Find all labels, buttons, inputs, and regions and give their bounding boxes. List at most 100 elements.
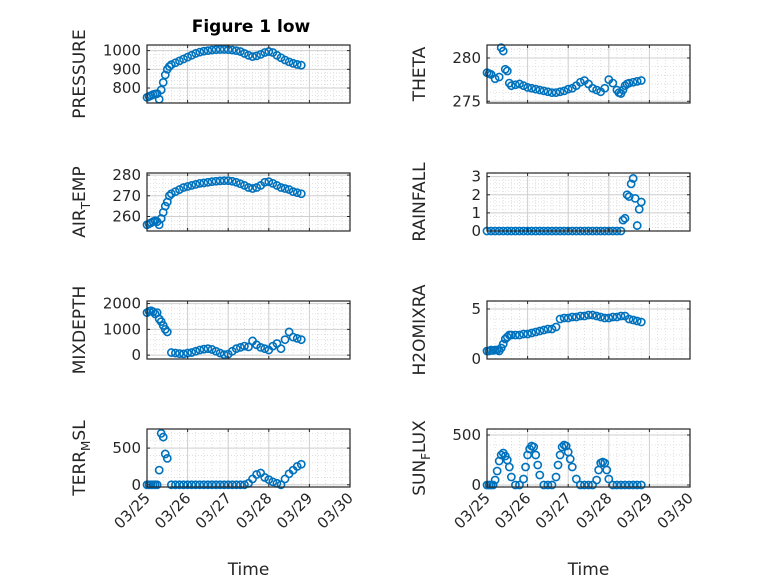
data-point [207,177,217,187]
data-point [215,348,225,358]
data-point [203,480,213,490]
data-point [563,84,573,94]
data-point [592,475,602,485]
data-point [547,88,557,98]
axes-frame [486,172,691,232]
data-point [211,45,221,55]
data-point [158,432,168,442]
data-point [535,326,545,336]
data-point [620,480,630,490]
data-point [199,178,209,188]
data-point [162,453,172,463]
data-point [264,177,274,187]
data-point [219,45,229,54]
data-point [628,77,638,87]
data-point [219,350,229,360]
data-point [588,310,597,320]
y-tick-label: 2 [471,186,481,204]
data-point [292,60,302,69]
axes-background [487,45,690,103]
y-axis-label: PRESSURE [70,29,90,118]
data-point [529,442,539,452]
data-point [523,83,532,92]
data-point [571,474,581,484]
data-point [616,311,626,321]
data-point [519,81,528,91]
data-point [527,328,537,338]
data-point [490,475,500,485]
y-tick-label: 0 [131,476,141,494]
data-point [191,179,201,189]
data-point [276,344,286,354]
axes-frame [146,428,351,488]
axes-frame [486,300,691,360]
data-point [504,462,514,472]
data-point [160,201,170,211]
data-point [515,480,524,490]
axes-frame [486,44,691,104]
data-point [166,348,176,357]
data-point [191,49,201,58]
data-point [539,480,549,490]
data-point [584,480,593,490]
data-point [215,480,225,490]
data-point [506,81,516,91]
data-point [166,480,176,490]
axes-frame [146,44,351,104]
data-point [211,346,221,356]
data-point [531,84,541,94]
data-point [624,480,634,490]
data-point [543,87,553,97]
x-axis-label: Time [567,560,610,580]
data-point [533,460,543,470]
data-point [296,189,306,199]
data-point [531,450,541,460]
data-point [511,480,520,490]
data-point [191,480,201,490]
data-point [616,480,626,490]
data-point [187,181,197,190]
data-point [600,83,610,93]
y-tick-label: 500 [112,439,141,457]
data-point [636,480,646,490]
data-point [280,335,290,345]
data-point [531,327,541,337]
y-tick-label: 270 [112,187,141,205]
data-point [547,480,557,490]
data-point [154,465,164,475]
data-point [559,86,569,96]
data-point [555,87,565,97]
data-point [175,56,184,66]
data-point [620,213,630,223]
data-point [175,349,184,358]
data-point [179,183,188,192]
data-point [235,47,245,56]
data-point [231,46,241,56]
subplot-theta: 275 280 THETA [410,43,691,110]
y-tick-label: 900 [112,60,141,78]
data-point [506,472,516,482]
y-tick-label: 1 [471,204,481,222]
data-point [502,66,512,76]
data-point [268,477,278,487]
data-point [567,462,577,472]
data-point [195,345,205,355]
data-point [565,454,575,464]
data-point [492,466,502,476]
y-axis-label: SUNFLUX [410,420,433,496]
y-axis-label: H2OMIXRA [410,284,430,375]
data-point [164,62,174,71]
data-point [551,322,561,332]
data-point [624,314,634,324]
data-point [636,197,646,207]
data-point [288,187,298,197]
data-point [498,46,508,56]
data-point [288,332,298,342]
y-axis-label: TERRMSL [70,420,93,497]
data-point [543,480,553,490]
data-point [632,76,642,86]
data-point [612,480,622,490]
x-axis-label: Time [227,560,270,580]
